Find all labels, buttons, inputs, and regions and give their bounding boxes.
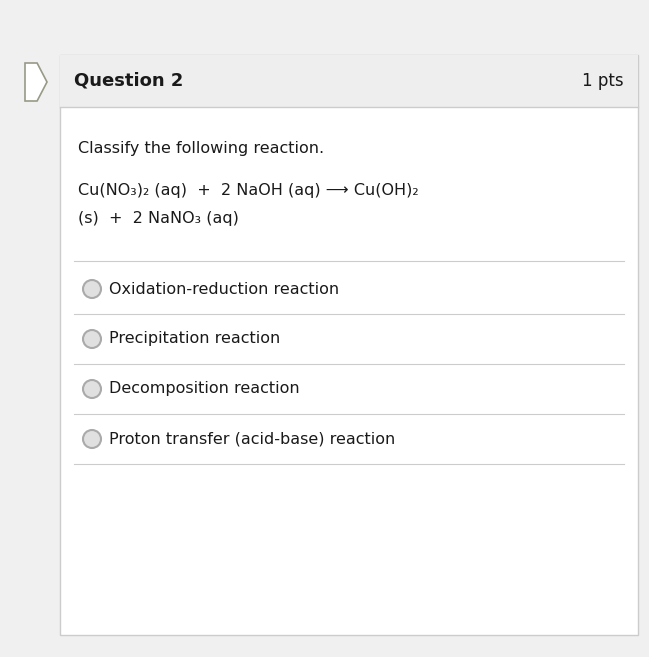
- Circle shape: [83, 380, 101, 398]
- Text: 1 pts: 1 pts: [582, 72, 624, 90]
- Text: Precipitation reaction: Precipitation reaction: [109, 332, 280, 346]
- Circle shape: [83, 280, 101, 298]
- Text: Oxidation-reduction reaction: Oxidation-reduction reaction: [109, 281, 339, 296]
- Circle shape: [83, 330, 101, 348]
- Polygon shape: [25, 63, 47, 101]
- Circle shape: [83, 430, 101, 448]
- Text: Proton transfer (acid-base) reaction: Proton transfer (acid-base) reaction: [109, 432, 395, 447]
- Bar: [60, 55, 638, 107]
- Text: Classify the following reaction.: Classify the following reaction.: [78, 141, 324, 156]
- Bar: [60, 55, 638, 635]
- Text: Cu(NO₃)₂ (aq)  +  2 NaOH (aq) ⟶ Cu(OH)₂: Cu(NO₃)₂ (aq) + 2 NaOH (aq) ⟶ Cu(OH)₂: [78, 183, 419, 198]
- Text: (s)  +  2 NaNO₃ (aq): (s) + 2 NaNO₃ (aq): [78, 212, 239, 227]
- Text: Decomposition reaction: Decomposition reaction: [109, 382, 300, 397]
- Text: Question 2: Question 2: [74, 72, 184, 90]
